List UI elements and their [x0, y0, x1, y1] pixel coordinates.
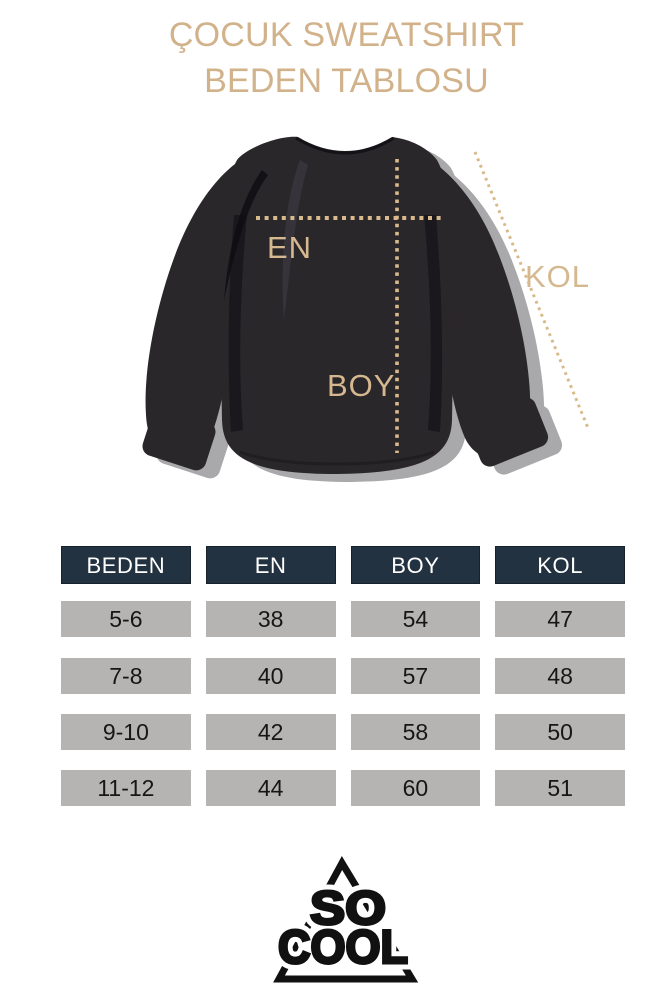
cell-size: 5-6 — [61, 601, 191, 637]
page-title-line1: ÇOCUK SWEATSHIRT — [168, 16, 525, 54]
cell-boy: 60 — [350, 770, 481, 806]
table-row: 7-8 40 57 48 — [61, 658, 625, 694]
page-title: ÇOCUK SWEATSHIRT BEDEN TABLOSU — [13, 12, 667, 104]
cell-boy: 58 — [350, 714, 481, 750]
cell-size: 9-10 — [61, 714, 191, 750]
so-cool-logo: SO COOL SO COOL — [272, 855, 419, 983]
measure-lines — [256, 151, 590, 453]
table-row: 11-12 44 60 51 — [61, 770, 625, 806]
cell-kol: 50 — [495, 714, 625, 750]
logo-word1-halo: SO — [310, 881, 386, 934]
length-label: BOY — [327, 368, 395, 403]
cell-kol: 47 — [495, 601, 625, 637]
table-row: 9-10 42 58 50 — [61, 714, 625, 750]
width-label: EN — [267, 230, 312, 265]
cell-kol: 51 — [495, 770, 625, 806]
logo-triangle-icon — [273, 855, 419, 983]
cell-en: 44 — [205, 770, 336, 806]
cell-size: 7-8 — [61, 658, 191, 694]
cell-size: 11-12 — [61, 770, 191, 806]
size-table: BEDEN EN BOY KOL 5-6 38 54 47 7-8 40 57 … — [61, 546, 625, 806]
logo-word1: SO — [310, 881, 386, 934]
header-cell-boy: BOY — [350, 546, 481, 584]
cell-boy: 57 — [350, 658, 481, 694]
sweatshirt-diagram: EN BOY KOL — [142, 136, 590, 482]
logo-word2: COOL — [278, 920, 408, 973]
header-cell-beden: BEDEN — [61, 546, 191, 584]
logo-word2-halo: COOL — [278, 920, 408, 973]
sweatshirt-body — [142, 136, 549, 474]
header-cell-kol: KOL — [495, 546, 625, 584]
header-cell-en: EN — [205, 546, 336, 584]
cell-en: 38 — [205, 601, 336, 637]
sleeve-label: KOL — [525, 259, 590, 294]
table-row: 5-6 38 54 47 — [61, 601, 625, 637]
cell-boy: 54 — [350, 601, 481, 637]
page-title-line2: BEDEN TABLOSU — [204, 62, 489, 100]
cell-en: 40 — [205, 658, 336, 694]
cell-kol: 48 — [495, 658, 625, 694]
cell-en: 42 — [205, 714, 336, 750]
sleeve-measure-line — [473, 151, 590, 429]
size-table-header-row: BEDEN EN BOY KOL — [61, 546, 625, 584]
sweatshirt-shading — [224, 136, 443, 466]
